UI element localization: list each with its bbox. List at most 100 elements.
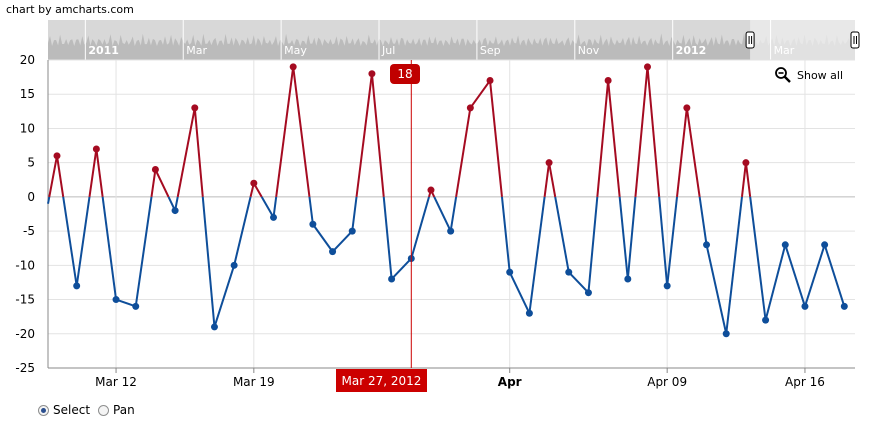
scrollbar-track xyxy=(48,20,855,60)
series-segment xyxy=(725,196,743,334)
scrollbar-label: 2012 xyxy=(676,44,707,57)
chart-credit[interactable]: chart by amcharts.com xyxy=(6,3,134,16)
zoom-out-magnifier-icon xyxy=(775,67,791,83)
data-point xyxy=(53,152,61,160)
series-segment xyxy=(390,257,413,280)
data-point xyxy=(329,248,337,256)
series-segment xyxy=(740,162,747,198)
scrollbar-label: Sep xyxy=(480,44,501,57)
series-segment xyxy=(646,66,661,197)
chart-scrollbar[interactable]: 2011 Mar May Jul Sep Nov 2012 Mar xyxy=(48,20,860,60)
data-point xyxy=(683,104,691,112)
data-point xyxy=(289,63,297,71)
x-tick-label: Apr 16 xyxy=(785,375,825,389)
series-segment xyxy=(666,196,679,286)
data-point xyxy=(447,227,455,235)
series-segment xyxy=(433,196,452,232)
data-point xyxy=(151,166,159,174)
data-point xyxy=(466,104,474,112)
y-tick-label: 5 xyxy=(27,156,35,170)
pan-mode-option[interactable]: Pan xyxy=(98,403,135,417)
series-segment xyxy=(823,244,846,307)
series-segment xyxy=(101,196,118,300)
series-segment xyxy=(698,196,708,245)
data-point xyxy=(584,289,592,297)
y-tick-label: 10 xyxy=(20,121,35,135)
select-mode-option[interactable]: Select xyxy=(38,403,90,417)
data-point xyxy=(309,220,317,228)
cursor-value-balloon: 18 xyxy=(390,64,420,84)
series-segment xyxy=(764,244,787,321)
x-tick-label: Mar 19 xyxy=(233,375,275,389)
series-segment xyxy=(312,223,334,253)
series-segment xyxy=(47,196,51,204)
x-tick-label: Apr 09 xyxy=(647,375,687,389)
y-tick-label: -10 xyxy=(15,258,35,272)
series-segment xyxy=(154,169,170,198)
scrollbar-label: Mar xyxy=(774,44,795,57)
series-segment xyxy=(587,196,599,293)
series-segment xyxy=(449,196,458,232)
data-point xyxy=(663,282,671,290)
data-point xyxy=(762,316,770,324)
series-segment xyxy=(626,196,637,280)
data-point xyxy=(722,330,730,338)
data-point xyxy=(506,268,514,276)
data-point xyxy=(210,323,218,331)
series-segment xyxy=(260,196,275,218)
data-point xyxy=(230,261,238,269)
select-label: Select xyxy=(53,403,91,417)
series-segment xyxy=(508,271,531,314)
series-segment xyxy=(618,196,629,280)
series-segment xyxy=(308,196,314,225)
series-segment xyxy=(62,196,78,287)
data-point xyxy=(388,275,396,283)
series-segment xyxy=(213,265,236,328)
series-line xyxy=(47,63,848,338)
y-tick-label: -5 xyxy=(23,224,35,238)
series-segment xyxy=(469,79,491,109)
scrollbar-left-grip-icon[interactable] xyxy=(745,31,755,49)
data-point xyxy=(624,275,632,283)
x-tick-label: Apr xyxy=(498,375,522,389)
y-tick-label: -15 xyxy=(15,293,35,307)
pan-radio[interactable] xyxy=(98,404,110,416)
series-segment xyxy=(410,196,430,259)
data-point xyxy=(92,145,100,153)
series-segment xyxy=(658,196,669,286)
cursor-date-balloon: Mar 27, 2012 xyxy=(336,369,427,392)
series-segment xyxy=(528,196,546,314)
data-point xyxy=(348,227,356,235)
x-tick-label: Mar 12 xyxy=(95,375,137,389)
data-point xyxy=(486,77,494,85)
series-segment xyxy=(749,196,767,321)
data-point xyxy=(742,159,750,167)
data-point xyxy=(821,241,829,249)
data-point xyxy=(781,241,789,249)
series-segment xyxy=(554,196,570,273)
data-point xyxy=(368,70,376,78)
select-radio[interactable] xyxy=(38,404,49,416)
show-all-button[interactable]: Show all xyxy=(774,66,843,84)
plot-grid xyxy=(48,59,855,369)
series-segment xyxy=(150,169,157,198)
series-segment xyxy=(685,107,701,198)
scrollbar-right-grip-icon[interactable] xyxy=(850,31,860,49)
series-segment xyxy=(176,107,196,198)
data-point xyxy=(112,296,120,304)
series-segment xyxy=(88,148,98,198)
series-segment xyxy=(75,196,91,287)
data-point xyxy=(840,302,848,310)
series-segment xyxy=(193,107,204,197)
data-point xyxy=(191,104,199,112)
series-segment xyxy=(382,196,393,280)
series-segment xyxy=(607,80,621,197)
series-segment xyxy=(292,66,311,198)
series-segment xyxy=(500,196,511,273)
series-segment xyxy=(331,230,353,253)
y-tick-label: 0 xyxy=(27,190,35,204)
series-segment xyxy=(634,66,649,197)
series-segment xyxy=(355,73,373,198)
series-segment xyxy=(48,155,58,198)
